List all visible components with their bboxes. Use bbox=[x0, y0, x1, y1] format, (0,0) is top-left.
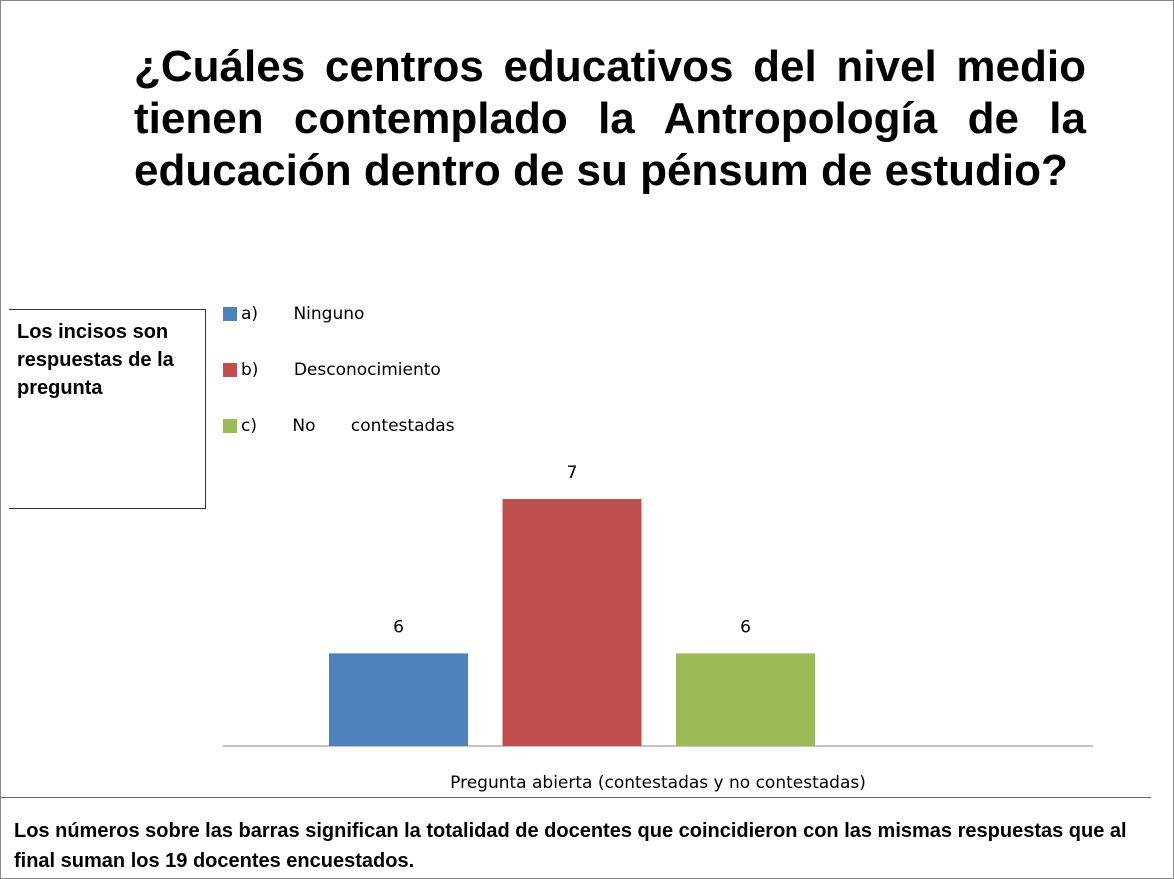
legend-label: c) No contestadas bbox=[241, 416, 455, 436]
bar bbox=[676, 653, 815, 746]
chart-title: ¿Cuáles centros educativos del nivel med… bbox=[134, 42, 1086, 195]
chart: Pregunta abierta (contestadas y no conte… bbox=[223, 304, 1093, 793]
bar bbox=[329, 653, 468, 746]
legend-label: b) Desconocimiento bbox=[241, 360, 441, 380]
footer-note: Los números sobre las barras significan … bbox=[1, 797, 1151, 877]
legend-swatch bbox=[223, 419, 237, 433]
data-label: 6 bbox=[740, 617, 751, 637]
data-label: 6 bbox=[393, 617, 404, 637]
legend-label: a) Ninguno bbox=[241, 304, 364, 324]
x-axis-label: Pregunta abierta (contestadas y no conte… bbox=[450, 773, 866, 793]
data-label: 7 bbox=[567, 463, 578, 483]
side-note: Los incisos son respuestas de la pregunt… bbox=[9, 309, 206, 509]
bar bbox=[502, 499, 642, 746]
legend-swatch bbox=[223, 307, 237, 321]
legend-swatch bbox=[223, 363, 237, 377]
